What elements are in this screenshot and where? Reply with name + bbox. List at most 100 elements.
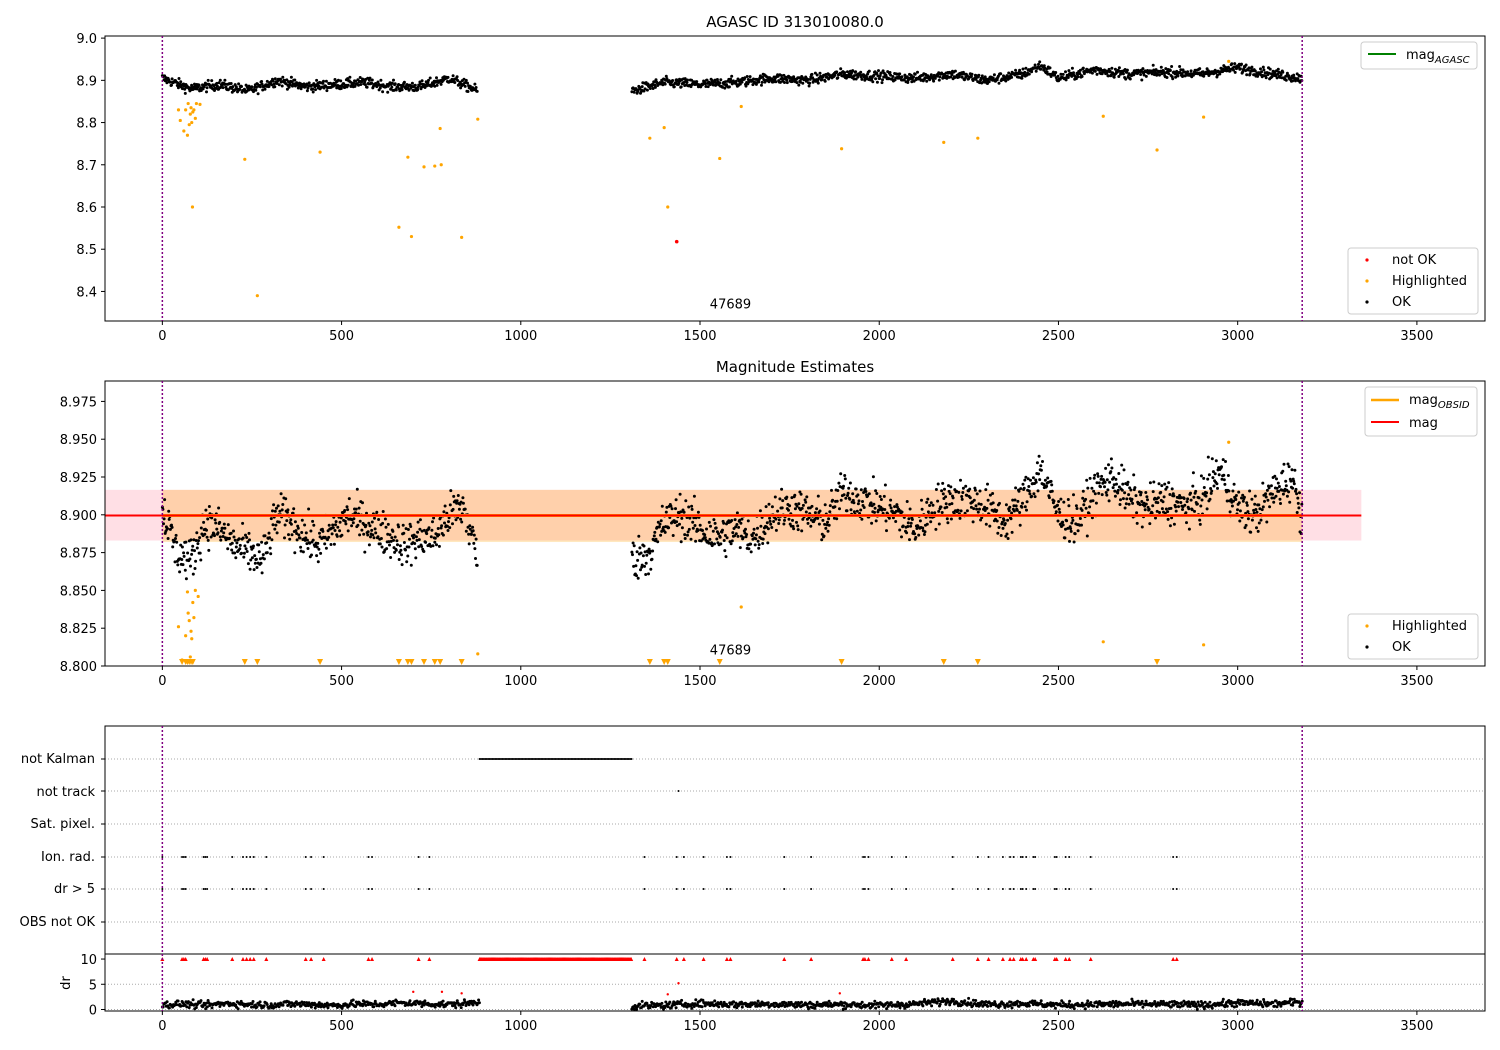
not-kalman-point [478, 758, 481, 760]
agasc-highlighted-point [433, 164, 437, 168]
estimates-ok-point [1172, 494, 1176, 498]
agasc-ok-point [953, 69, 957, 73]
agasc-ok-point [929, 73, 933, 77]
agasc-ok-point [1004, 79, 1008, 83]
not-kalman-point [501, 758, 504, 760]
agasc-ok-point [1141, 67, 1145, 71]
agasc-ok-point [354, 79, 358, 83]
estimates-ok-point [851, 498, 855, 502]
estimates-ok-point [362, 532, 366, 536]
estimates-ok-point [986, 498, 990, 502]
agasc-ok-point [435, 83, 439, 87]
estimates-ok-point [391, 529, 395, 533]
estimates-ok-point [247, 531, 251, 535]
estimates-ok-point [1105, 493, 1109, 497]
dr-point [766, 1001, 770, 1005]
estimates-ok-point [847, 486, 851, 490]
estimates-ok-point [364, 523, 368, 527]
estimates-ok-point [446, 529, 450, 532]
estimates-ok-point [882, 494, 886, 498]
dr-point [690, 1006, 694, 1010]
not-kalman-point [593, 758, 596, 760]
estimates-ok-point [262, 557, 266, 561]
agasc-ok-point [175, 84, 179, 87]
ion-rad-point [231, 856, 234, 858]
ion-rad-point [310, 856, 313, 858]
agasc-ok-point [1225, 69, 1229, 73]
estimates-highlighted-point [739, 605, 743, 609]
estimates-ok-point [312, 523, 316, 527]
dr-point [701, 998, 705, 1002]
estimates-ok-point [1144, 491, 1148, 494]
dr-point [844, 1007, 848, 1011]
estimates-ok-point [1117, 472, 1121, 475]
dr-axis-label: dr [59, 976, 74, 990]
estimates-ok-point [418, 527, 422, 531]
estimates-ok-point [900, 510, 904, 514]
agasc-ok-point [1092, 66, 1096, 70]
estimates-ok-point [721, 528, 724, 532]
dr-point [1136, 999, 1140, 1003]
ion-rad-point [1053, 856, 1056, 858]
estimates-ok-point [948, 492, 952, 496]
estimates-ok-point [1041, 460, 1044, 463]
estimates-ok-point [1070, 521, 1074, 525]
agasc-ok-point [217, 81, 221, 85]
estimates-ok-point [347, 497, 351, 501]
agasc-ok-point [473, 82, 477, 86]
agasc-ok-point [1124, 77, 1128, 81]
agasc-ok-point [813, 71, 817, 75]
estimates-ok-point [1013, 498, 1017, 502]
estimates-ok-point [1281, 469, 1285, 473]
not-kalman-point [621, 758, 624, 760]
estimates-ok-point [219, 529, 223, 533]
estimates-ok-point [172, 539, 176, 543]
estimates-ok-point [828, 504, 832, 508]
agasc-ok-point [1064, 70, 1067, 74]
dr-point [963, 999, 967, 1003]
estimates-ok-point [657, 525, 661, 529]
estimates-ok-point [883, 483, 887, 487]
estimates-ok-point [298, 536, 302, 540]
agasc-ok-point [1291, 79, 1295, 83]
estimates-ok-point [874, 489, 878, 493]
estimates-ok-point [405, 560, 409, 564]
estimates-ok-point [1032, 492, 1036, 496]
ion-rad-point [245, 856, 248, 858]
agasc-ok-point [418, 82, 422, 86]
estimates-ok-point [1234, 498, 1238, 501]
not-kalman-point [623, 758, 626, 760]
estimates-ok-point [1222, 478, 1226, 482]
agasc-ok-point [311, 90, 315, 94]
not-kalman-point [583, 758, 586, 760]
estimates-ok-point [418, 518, 422, 522]
estimates-ok-point [303, 523, 307, 527]
estimates-ok-point [1281, 492, 1285, 496]
agasc-ok-point [258, 85, 262, 89]
estimates-ok-point [319, 551, 323, 555]
estimates-ok-point [801, 503, 805, 507]
agasc-ok-point [237, 82, 241, 86]
estimates-ok-point [729, 542, 733, 546]
estimates-ok-point [1029, 478, 1032, 482]
agasc-ok-point [1034, 69, 1038, 73]
estimates-ok-point [385, 547, 389, 551]
agasc-ok-point [240, 85, 243, 88]
estimates-ok-point [925, 500, 929, 504]
estimates-ok-point [268, 546, 272, 550]
estimates-ok-point [783, 518, 786, 522]
dr-point [740, 1000, 743, 1004]
estimates-ok-point [1103, 485, 1106, 489]
estimates-ok-point [737, 525, 741, 529]
agasc-ok-point [757, 80, 761, 84]
estimates-ok-point [1056, 503, 1059, 507]
estimates-ok-point [442, 510, 446, 514]
estimates-ok-point [1139, 493, 1143, 497]
estimates-ok-point [1234, 494, 1238, 497]
estimates-ok-point [295, 538, 299, 542]
estimates-ok-point [358, 533, 362, 537]
dr-point [281, 1003, 285, 1007]
agasc-ok-point [760, 80, 764, 84]
not-kalman-point [576, 758, 579, 760]
estimates-ok-point [926, 510, 930, 514]
